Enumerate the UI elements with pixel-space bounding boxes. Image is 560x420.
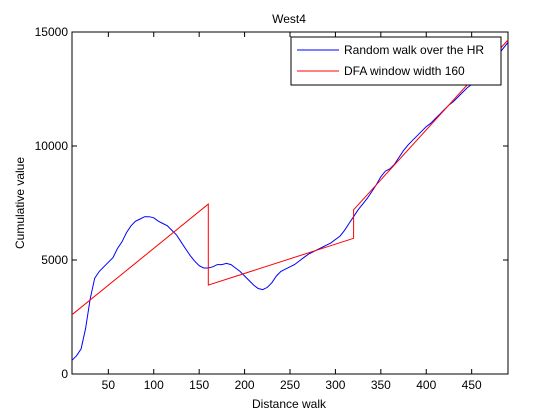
- plot-area: [71, 31, 509, 375]
- y-tick-label: 0: [61, 367, 68, 381]
- series-line-0: [71, 41, 509, 361]
- x-tick-label: 250: [280, 378, 300, 392]
- x-tick-label: 50: [102, 378, 116, 392]
- x-axis-label: Distance walk: [252, 397, 327, 411]
- chart-title: West4: [272, 12, 306, 26]
- series-layer: [71, 39, 509, 361]
- tick-layer: 50 100 150 200 250 300 350 400 450 0 5000 10000 1500…: [35, 25, 508, 392]
- legend-entry-random-walk: Random walk over the HR: [344, 43, 484, 57]
- y-axis-label: Cumulative value: [13, 157, 27, 249]
- x-tick-label: 300: [325, 378, 345, 392]
- y-tick-label: 5000: [41, 253, 68, 267]
- x-tick-label: 200: [235, 378, 255, 392]
- y-tick-label: 15000: [35, 25, 69, 39]
- legend-entry-dfa: DFA window width 160: [344, 64, 465, 78]
- y-tick-label: 10000: [35, 139, 69, 153]
- x-tick-label: 450: [462, 378, 482, 392]
- legend: Random walk over the HR DFA window width…: [290, 36, 502, 86]
- x-tick-label: 400: [416, 378, 436, 392]
- x-tick-label: 100: [144, 378, 164, 392]
- legend-box: [290, 36, 502, 86]
- series-line-1: [71, 39, 509, 316]
- x-tick-label: 150: [189, 378, 209, 392]
- x-tick-label: 350: [371, 378, 391, 392]
